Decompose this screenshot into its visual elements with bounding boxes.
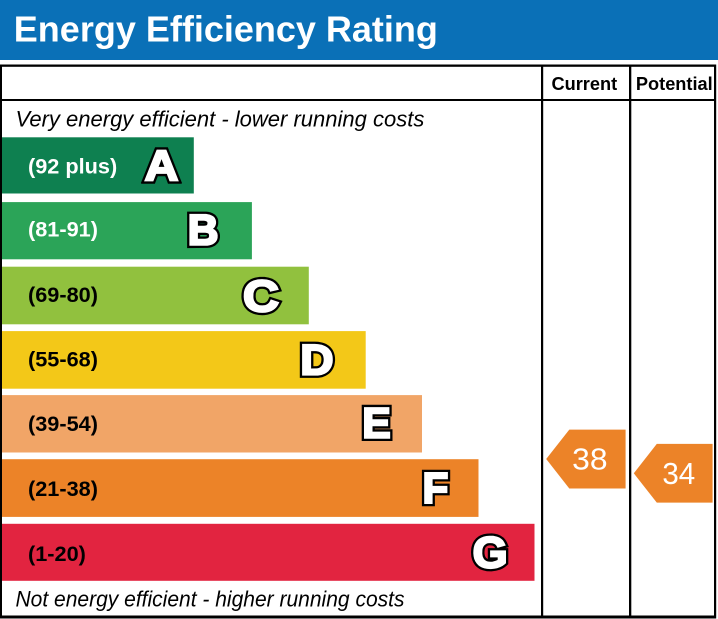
svg-text:(21-38): (21-38) [28, 476, 98, 501]
svg-text:(1-20): (1-20) [28, 541, 86, 566]
svg-text:(69-80): (69-80) [28, 282, 98, 307]
svg-text:Very energy efficient - lower: Very energy efficient - lower running co… [16, 107, 425, 132]
svg-text:(55-68): (55-68) [28, 346, 98, 371]
svg-text:34: 34 [662, 457, 695, 491]
svg-text:Not energy efficient - higher: Not energy efficient - higher running co… [16, 586, 405, 611]
svg-text:(92 plus): (92 plus) [28, 154, 117, 179]
svg-text:38: 38 [572, 443, 607, 477]
svg-text:(39-54): (39-54) [28, 411, 98, 436]
svg-text:Energy Efficiency Rating: Energy Efficiency Rating [14, 8, 438, 49]
svg-text:(81-91): (81-91) [28, 217, 98, 242]
svg-text:Potential: Potential [636, 74, 713, 94]
svg-text:Current: Current [551, 74, 617, 94]
